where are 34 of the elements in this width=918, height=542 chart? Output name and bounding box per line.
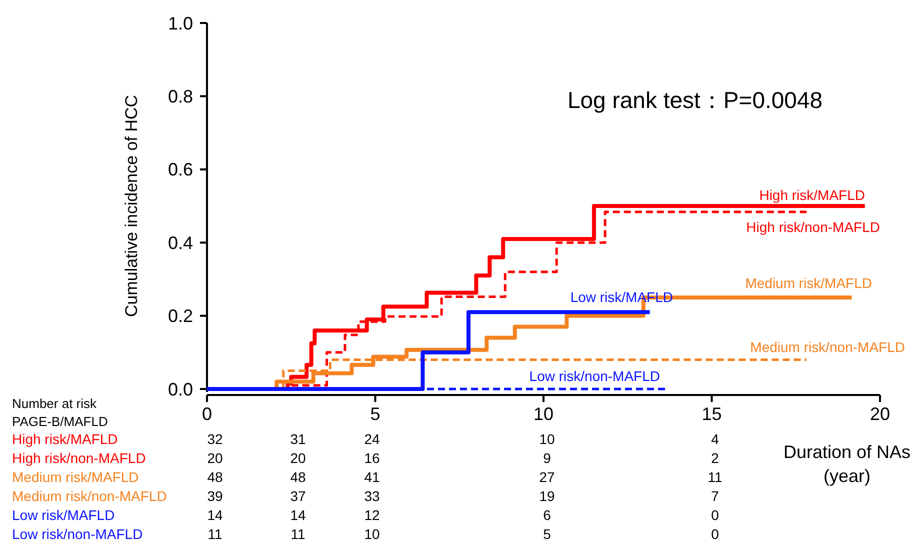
- y-tick-label: 1.0: [168, 13, 193, 34]
- series-label: Medium risk/MAFLD: [745, 275, 872, 291]
- annotation: Log rank test：P=0.0048: [567, 87, 823, 113]
- y-tick-label: 0.6: [168, 160, 193, 180]
- series-label: High risk/MAFLD: [759, 187, 865, 203]
- series-label: High risk/non-MAFLD: [746, 219, 880, 235]
- series-label: Medium risk/non-MAFLD: [750, 339, 905, 355]
- text: 32 31 24 10 4: [207, 431, 719, 447]
- y-tick-label: 0.2: [168, 306, 193, 326]
- text: Low risk/MAFLD: [12, 507, 115, 523]
- x-tick-label: 5: [370, 404, 380, 424]
- text: 48 48 41 27 11: [207, 469, 722, 485]
- x-tick-label: 0: [202, 404, 212, 424]
- series-label: Low risk/non-MAFLD: [529, 368, 660, 384]
- y-tick-label: 0.4: [168, 232, 193, 253]
- x-tick-label: 10: [533, 404, 554, 424]
- text: Number at risk: [12, 396, 98, 411]
- text: 20 20 16 9 2: [207, 450, 719, 466]
- y-tick-label: 0.8: [168, 86, 193, 106]
- text: 39 37 33 19 7: [207, 488, 719, 504]
- x-axis-title: Duration of NAs (year): [783, 442, 911, 486]
- series-label: Low risk/MAFLD: [570, 289, 673, 305]
- text: Medium risk/non-MAFLD: [12, 488, 167, 504]
- x-tick-label: 20: [870, 404, 890, 424]
- text: PAGE-B/MAFLD: [12, 414, 108, 429]
- text: High risk/MAFLD: [12, 431, 118, 447]
- text: Low risk/non-MAFLD: [12, 526, 143, 542]
- text: 14 14 12 6 0: [207, 507, 719, 523]
- text: 11 11 10 5 0: [208, 526, 719, 542]
- y-axis-title: Cumulative incidence of HCC: [122, 94, 141, 318]
- text: Medium risk/MAFLD: [12, 469, 139, 485]
- y-tick-label: 0.0: [168, 379, 193, 400]
- x-tick-label: 15: [702, 404, 722, 424]
- text: High risk/non-MAFLD: [12, 450, 146, 466]
